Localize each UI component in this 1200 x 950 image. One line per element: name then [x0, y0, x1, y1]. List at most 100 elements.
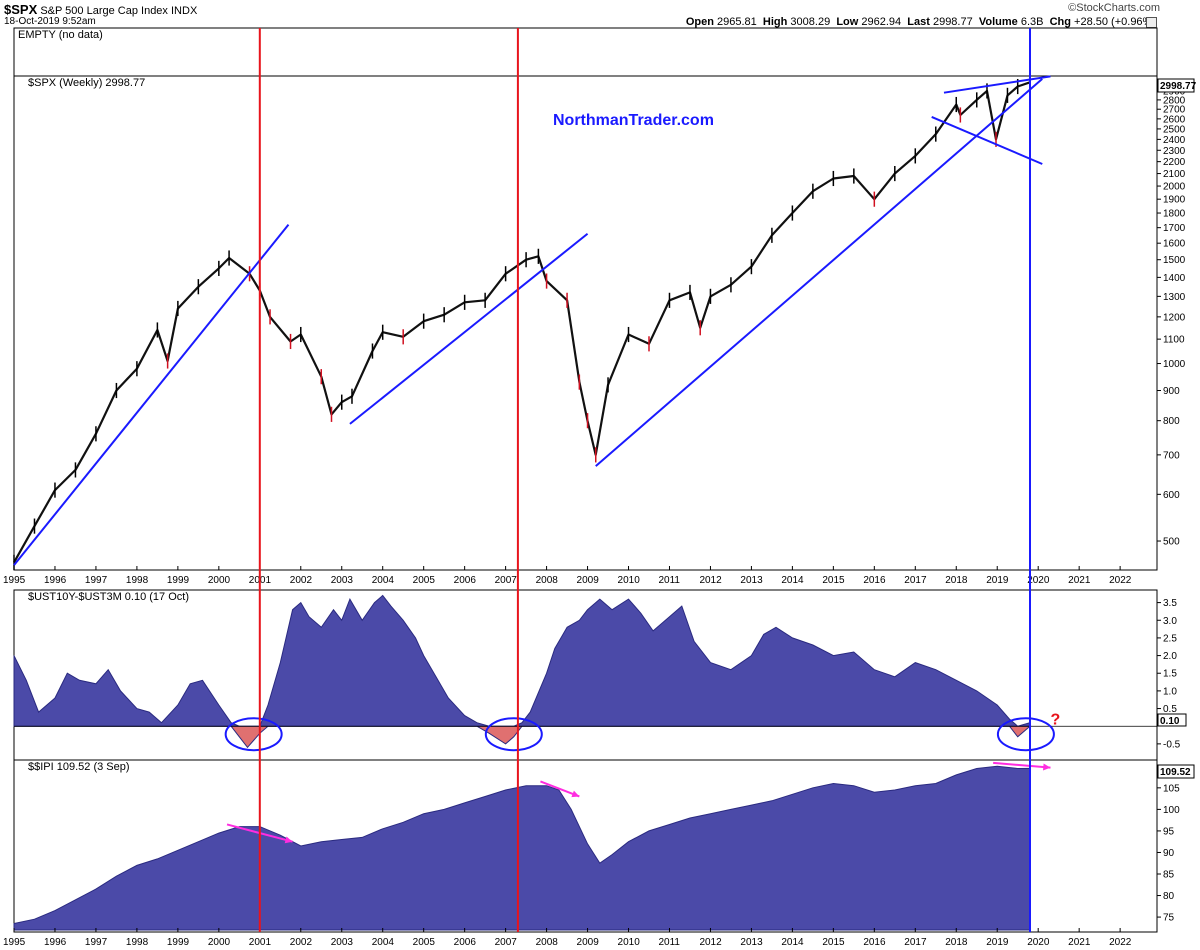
- ipi-x-tick-label: 2009: [577, 937, 600, 948]
- price-x-tick-label: 2017: [904, 575, 927, 586]
- price-x-tick-label: 2008: [536, 575, 559, 586]
- price-x-tick-label: 2018: [945, 575, 968, 586]
- ipi-y-tick-label: 100: [1163, 805, 1180, 816]
- chg-value: +28.50 (+0.96%): [1074, 16, 1156, 28]
- price-y-tick-label: 900: [1163, 386, 1180, 397]
- price-y-tick-label: 1100: [1163, 335, 1185, 346]
- price-x-tick-label: 2013: [740, 575, 763, 586]
- price-y-tick-label: 2200: [1163, 157, 1186, 168]
- yield-y-tick-label: 2.0: [1163, 651, 1177, 662]
- ipi-last-box: [1157, 764, 1195, 779]
- price-y-tick-label: 600: [1163, 490, 1180, 501]
- price-x-tick-label: 2000: [208, 575, 231, 586]
- price-y-tick-label: 2100: [1163, 169, 1186, 180]
- price-x-tick-label: 2021: [1068, 575, 1091, 586]
- price-y-tick-label: 1900: [1163, 195, 1186, 206]
- trendline-group: [13, 75, 1051, 566]
- ipi-area-group: [13, 765, 1031, 931]
- ipi-x-tick-label: 2020: [1027, 937, 1050, 948]
- ipi-y-tick-label: 90: [1163, 848, 1175, 859]
- price-y-tick-label: 1300: [1163, 292, 1186, 303]
- price-x-tick-label: 2014: [781, 575, 804, 586]
- yield-y-tick-label: -0.5: [1163, 739, 1181, 750]
- price-x-tick-label: 1995: [3, 575, 26, 586]
- price-y-tick-label: 1800: [1163, 209, 1186, 220]
- open-label: Open: [685, 16, 714, 28]
- yield-y-tick-label: 3.5: [1163, 598, 1177, 609]
- pink-arrow-head: [284, 836, 293, 844]
- ipi-x-tick-label: 2001: [249, 937, 272, 948]
- trendline: [595, 78, 1043, 467]
- index-name: S&P 500 Large Cap Index: [40, 5, 168, 17]
- ipi-y-tick-label: 75: [1163, 913, 1175, 924]
- price-series-line: [13, 81, 1031, 563]
- open-value: 2965.81: [717, 16, 757, 28]
- yield-y-tick-label: 2.5: [1163, 633, 1177, 644]
- ipi-x-tick-label: 2010: [618, 937, 641, 948]
- price-x-tick-label: 2010: [618, 575, 641, 586]
- low-label: Low: [836, 16, 859, 28]
- yield-area-group: [13, 594, 1157, 749]
- price-y-tick-label: 2800: [1163, 95, 1186, 106]
- price-x-tick-label: 2006: [454, 575, 477, 586]
- price-y-tick-label: 1400: [1163, 273, 1186, 284]
- price-x-tick-label: 2020: [1027, 575, 1050, 586]
- price-x-tick-label: 1998: [126, 575, 149, 586]
- symbol: $SPX: [4, 2, 38, 17]
- trendline: [13, 224, 290, 566]
- ipi-x-tick-label: 1996: [44, 937, 67, 948]
- price-x-tick-label: 1997: [85, 575, 108, 586]
- ipi-x-tick-label: 2019: [986, 937, 1009, 948]
- chart-date: 18-Oct-2019 9:52am: [4, 16, 96, 27]
- price-y-tick-label: 2000: [1163, 182, 1186, 193]
- ipi-x-tick-label: 2013: [740, 937, 763, 948]
- price-y-tick-label: 800: [1163, 416, 1180, 427]
- price-y-tick-label: 700: [1163, 450, 1180, 461]
- ipi-x-tick-label: 2016: [863, 937, 886, 948]
- price-x-tick-label: 2002: [290, 575, 313, 586]
- inversion-circle: [484, 717, 543, 752]
- annotation-group: ?: [224, 711, 1060, 844]
- ipi-y-tick-label: 85: [1163, 870, 1175, 881]
- ipi-x-tick-label: 2005: [413, 937, 436, 948]
- ipi-x-tick-label: 1997: [85, 937, 108, 948]
- price-y-tick-label: 2500: [1163, 124, 1186, 135]
- ipi-y-tick-label: 80: [1163, 891, 1175, 902]
- empty-panel-title: EMPTY (no data): [18, 29, 103, 41]
- question-mark-annotation: ?: [1050, 711, 1060, 728]
- ipi-area: [13, 765, 1031, 931]
- ohlc-readout: Open 2965.81 High 3008.29 Low 2962.94 La…: [686, 16, 1156, 28]
- ipi-x-tick-label: 2017: [904, 937, 927, 948]
- inversion-circle: [996, 717, 1055, 752]
- yield-last-box: [1157, 713, 1187, 727]
- ipi-panel-title: $$IPI 109.52 (3 Sep): [28, 761, 130, 773]
- vertical-marker-group: [258, 28, 1031, 932]
- high-value: 3008.29: [790, 16, 831, 28]
- ipi-x-tick-label: 2003: [331, 937, 354, 948]
- price-y-tick-label: 1000: [1163, 359, 1186, 370]
- price-panel-title: $SPX (Weekly) 2998.77: [28, 77, 145, 89]
- pink-arrow-head: [1043, 763, 1051, 771]
- ipi-x-tick-label: 1999: [167, 937, 190, 948]
- yield-last-label: 0.10: [1160, 716, 1180, 727]
- price-x-tick-label: 2022: [1109, 575, 1132, 586]
- ipi-x-tick-label: 1998: [126, 937, 149, 948]
- ipi-x-tick-label: 2006: [454, 937, 477, 948]
- ipi-last-label: 109.52: [1160, 767, 1191, 778]
- price-x-tick-label: 2007: [495, 575, 518, 586]
- yield-negative-area: [14, 725, 1032, 749]
- price-x-tick-label: 1996: [44, 575, 67, 586]
- yield-y-tick-label: 1.5: [1163, 669, 1177, 680]
- northmantrader-watermark: NorthmanTrader.com: [553, 112, 714, 129]
- price-y-tick-label: 2300: [1163, 146, 1186, 157]
- yield-positive-area: [13, 594, 1031, 727]
- volume-value: 6.3B: [1020, 16, 1044, 28]
- ipi-x-tick-label: 2021: [1068, 937, 1091, 948]
- ipi-x-tick-label: 2002: [290, 937, 313, 948]
- last-label: Last: [907, 16, 930, 28]
- low-value: 2962.94: [861, 16, 902, 28]
- last-value: 2998.77: [932, 16, 973, 28]
- trendline: [349, 232, 589, 425]
- price-y-tick-label: 2700: [1163, 105, 1186, 116]
